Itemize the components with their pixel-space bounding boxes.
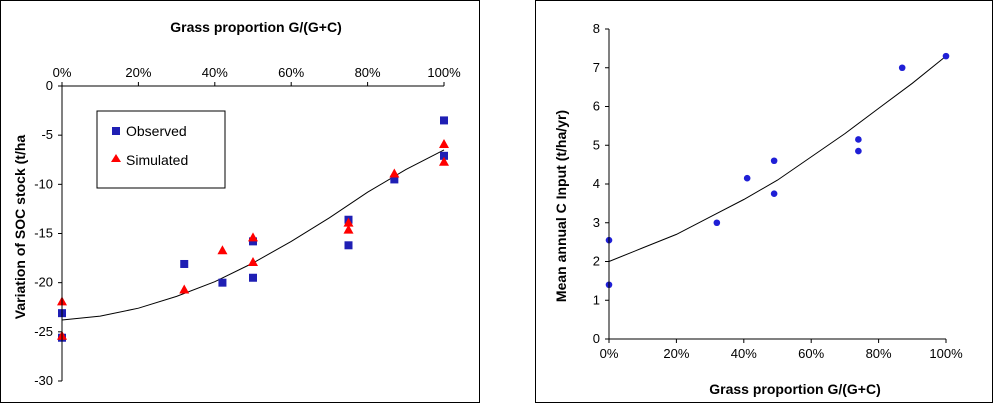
legend-observed-label: Observed (126, 123, 187, 139)
y-tick-label: 6 (593, 99, 600, 114)
observed-point (440, 116, 448, 125)
data-point (855, 136, 862, 143)
observed-point (249, 273, 257, 282)
x-tick-label: 60% (278, 65, 304, 80)
y-tick-label: -15 (34, 226, 53, 241)
right-chart-panel: 0% 20% 40% 60% 80% 100% 0 1 2 3 4 5 6 7 8 Grass propor… (535, 0, 993, 403)
x-tick-label: 60% (798, 346, 824, 361)
data-point (898, 64, 906, 72)
y-tick-label: 8 (593, 21, 600, 36)
right-y-axis-title: Mean annual C Input (t/ha/yr) (553, 110, 569, 302)
observed-point (180, 259, 189, 268)
y-tick-label: 7 (593, 60, 600, 75)
simulated-point (389, 168, 400, 178)
data-point (770, 157, 778, 165)
x-tick-label: 0% (600, 346, 619, 361)
y-tick-label: -20 (34, 275, 53, 290)
simulated-point (217, 245, 228, 255)
y-tick-label: -30 (34, 373, 53, 388)
simulated-point (248, 232, 258, 242)
left-y-axis-title: Variation of SOC stock (t/ha (12, 135, 28, 320)
legend-simulated-marker (111, 154, 121, 162)
simulated-point (439, 139, 449, 149)
x-tick-label: 40% (202, 65, 228, 80)
y-tick-label: 3 (593, 215, 600, 230)
legend-box (96, 110, 226, 189)
left-chart-panel: 0% 20% 40% 60% 80% 100% 0 -5 -10 -15 -20 -25 -30 Gra… (0, 0, 480, 403)
observed-point (344, 241, 353, 250)
simulated-point (439, 156, 449, 166)
data-point (713, 219, 721, 227)
x-tick-label: 40% (731, 346, 757, 361)
y-tick-label: 0 (593, 331, 600, 346)
y-tick-label: 5 (593, 137, 600, 152)
observed-point (440, 151, 448, 160)
x-tick-label: 20% (663, 346, 689, 361)
data-point (942, 52, 950, 60)
left-x-axis-title: Grass proportion G/(G+C) (170, 19, 342, 35)
data-point (743, 174, 751, 182)
data-point (770, 190, 778, 197)
right-x-axis-title: Grass proportion G/(G+C) (709, 381, 881, 397)
simulated-point (248, 257, 258, 267)
x-tick-label: 80% (355, 65, 381, 80)
simulated-point (343, 224, 354, 234)
simulated-point (343, 217, 354, 227)
legend: Observed Simulated (96, 110, 226, 189)
y-tick-label: 0 (46, 78, 53, 93)
legend-simulated-label: Simulated (126, 152, 188, 168)
data-point (855, 147, 862, 155)
right-chart-svg: 0% 20% 40% 60% 80% 100% 0 1 2 3 4 5 6 7 8 Grass propor… (553, 21, 963, 397)
x-tick-label: 100% (929, 346, 963, 361)
observed-point (390, 175, 399, 184)
legend-observed-marker (112, 127, 120, 135)
y-tick-label: 2 (593, 254, 600, 269)
y-tick-label: -25 (34, 324, 53, 339)
simulated-point (179, 284, 190, 294)
x-tick-label: 100% (427, 65, 461, 80)
x-tick-label: 80% (866, 346, 892, 361)
observed-point (218, 278, 227, 287)
y-tick-label: -5 (41, 127, 53, 142)
trendline (608, 55, 947, 262)
y-tick-label: -10 (34, 176, 53, 191)
x-tick-label: 0% (53, 65, 72, 80)
y-tick-label: 1 (593, 292, 600, 307)
x-tick-label: 20% (125, 65, 151, 80)
y-tick-label: 4 (593, 176, 600, 191)
left-chart-svg: 0% 20% 40% 60% 80% 100% 0 -5 -10 -15 -20 -25 -30 Gra… (12, 19, 461, 388)
